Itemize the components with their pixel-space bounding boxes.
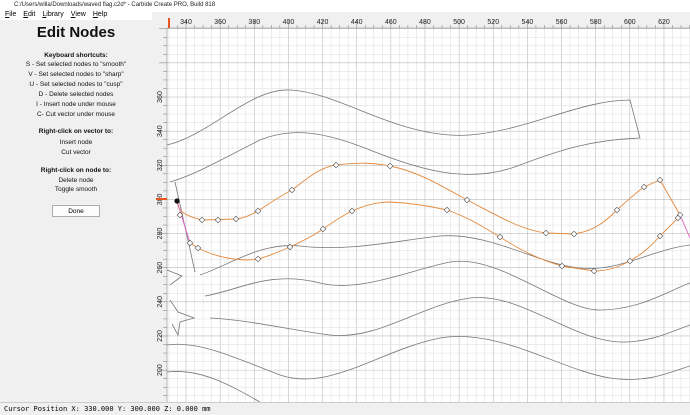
node[interactable] xyxy=(186,239,194,247)
panel-title: Edit Nodes xyxy=(36,24,116,41)
node[interactable] xyxy=(176,211,184,219)
orange-path xyxy=(189,201,679,272)
selected-node[interactable] xyxy=(174,198,180,204)
node[interactable] xyxy=(590,267,598,275)
vectors xyxy=(166,89,690,402)
node[interactable] xyxy=(542,229,550,237)
title-bar: C:/Users/willa/Downloads/waved flag.c2d*… xyxy=(0,0,690,10)
node[interactable] xyxy=(319,225,327,233)
node[interactable] xyxy=(288,186,296,194)
node[interactable] xyxy=(194,244,202,252)
menu-item[interactable]: Help xyxy=(92,11,108,18)
nodes xyxy=(176,161,684,275)
done-button[interactable]: Done xyxy=(52,205,100,217)
ruler-label: 460 xyxy=(385,19,397,26)
node[interactable] xyxy=(656,232,664,240)
shortcut: S - Set selected nodes to "smooth" xyxy=(25,61,127,68)
node[interactable] xyxy=(626,257,634,265)
action: Delete node xyxy=(58,177,94,184)
cursor-marker xyxy=(168,18,170,28)
node[interactable] xyxy=(558,262,566,270)
vector-path xyxy=(199,235,690,276)
node[interactable] xyxy=(332,161,340,169)
node[interactable] xyxy=(463,196,471,204)
vector-path xyxy=(166,336,690,380)
canvas-bg xyxy=(152,12,690,402)
action: Toggle smooth xyxy=(54,186,98,193)
vector-path xyxy=(209,297,690,343)
menu-item[interactable]: Edit xyxy=(23,11,36,18)
shortcut: D - Delete selected nodes xyxy=(38,91,114,98)
node[interactable] xyxy=(496,233,504,241)
node[interactable] xyxy=(348,207,356,215)
ruler-label: 600 xyxy=(624,19,636,26)
ruler-label: 320 xyxy=(157,159,164,171)
top-ruler xyxy=(152,12,690,28)
heading: Right-click on node to: xyxy=(40,167,112,174)
ruler-label: 360 xyxy=(157,91,164,103)
ruler-label: 580 xyxy=(590,19,602,26)
ruler-label: 400 xyxy=(283,19,295,26)
vector-path xyxy=(166,371,261,402)
ruler-label: 220 xyxy=(157,330,164,342)
node[interactable] xyxy=(254,207,262,215)
node[interactable] xyxy=(286,243,294,251)
ruler-label: 280 xyxy=(157,228,164,240)
node[interactable] xyxy=(674,214,682,222)
selected-vector xyxy=(176,162,690,272)
menu-item[interactable]: Library xyxy=(42,11,64,18)
ruler-label: 500 xyxy=(453,19,465,26)
orange-path xyxy=(176,162,681,235)
menu-item[interactable]: File xyxy=(5,11,17,18)
ruler-label: 340 xyxy=(157,125,164,137)
shortcut: I - Insert node under mouse xyxy=(36,101,116,108)
handle-line xyxy=(176,200,690,244)
vector-path xyxy=(204,260,690,311)
node[interactable] xyxy=(443,206,451,214)
action: Cut vector xyxy=(61,149,91,156)
action: Insert node xyxy=(59,139,93,146)
ruler-label: 480 xyxy=(419,19,431,26)
node[interactable] xyxy=(254,255,262,263)
node[interactable] xyxy=(613,206,621,214)
canvas: 340 360 380 400 420 440 460 480 500 520 540 560 580 6… xyxy=(152,12,690,402)
status-bar: Cursor Position X: 330.000 Y: 300.000 Z:… xyxy=(0,402,690,414)
ruler-label: 380 xyxy=(248,19,260,26)
node[interactable] xyxy=(214,216,222,224)
ruler-label: 540 xyxy=(522,19,534,26)
ruler-label: 360 xyxy=(214,19,226,26)
ruler-label: 620 xyxy=(658,19,670,26)
ruler-label: 260 xyxy=(157,262,164,274)
ruler-label: 520 xyxy=(487,19,499,26)
ruler-label: 240 xyxy=(157,296,164,308)
node[interactable] xyxy=(386,162,394,170)
heading: Right-click on vector to: xyxy=(38,128,114,135)
ruler-label: 200 xyxy=(157,364,164,376)
ruler-label: 440 xyxy=(351,19,363,26)
vector-path xyxy=(166,89,641,183)
shortcut: U - Set selected nodes to "cusp" xyxy=(29,81,123,88)
menu-item[interactable]: View xyxy=(70,11,86,18)
heading: Keyboard shortcuts: xyxy=(44,52,108,59)
node[interactable] xyxy=(232,215,240,223)
cursor-marker xyxy=(156,198,167,200)
ruler-label: 340 xyxy=(180,19,192,26)
left-ruler xyxy=(152,12,167,402)
node[interactable] xyxy=(198,216,206,224)
ruler-label: 560 xyxy=(556,19,568,26)
shortcut: V - Set selected nodes to "sharp" xyxy=(28,71,124,78)
star-shape xyxy=(166,269,196,337)
node[interactable] xyxy=(656,176,664,184)
shortcut: C- Cut vector under mouse xyxy=(36,111,116,118)
ruler-label: 420 xyxy=(317,19,329,26)
node[interactable] xyxy=(640,183,648,191)
node[interactable] xyxy=(570,230,578,238)
